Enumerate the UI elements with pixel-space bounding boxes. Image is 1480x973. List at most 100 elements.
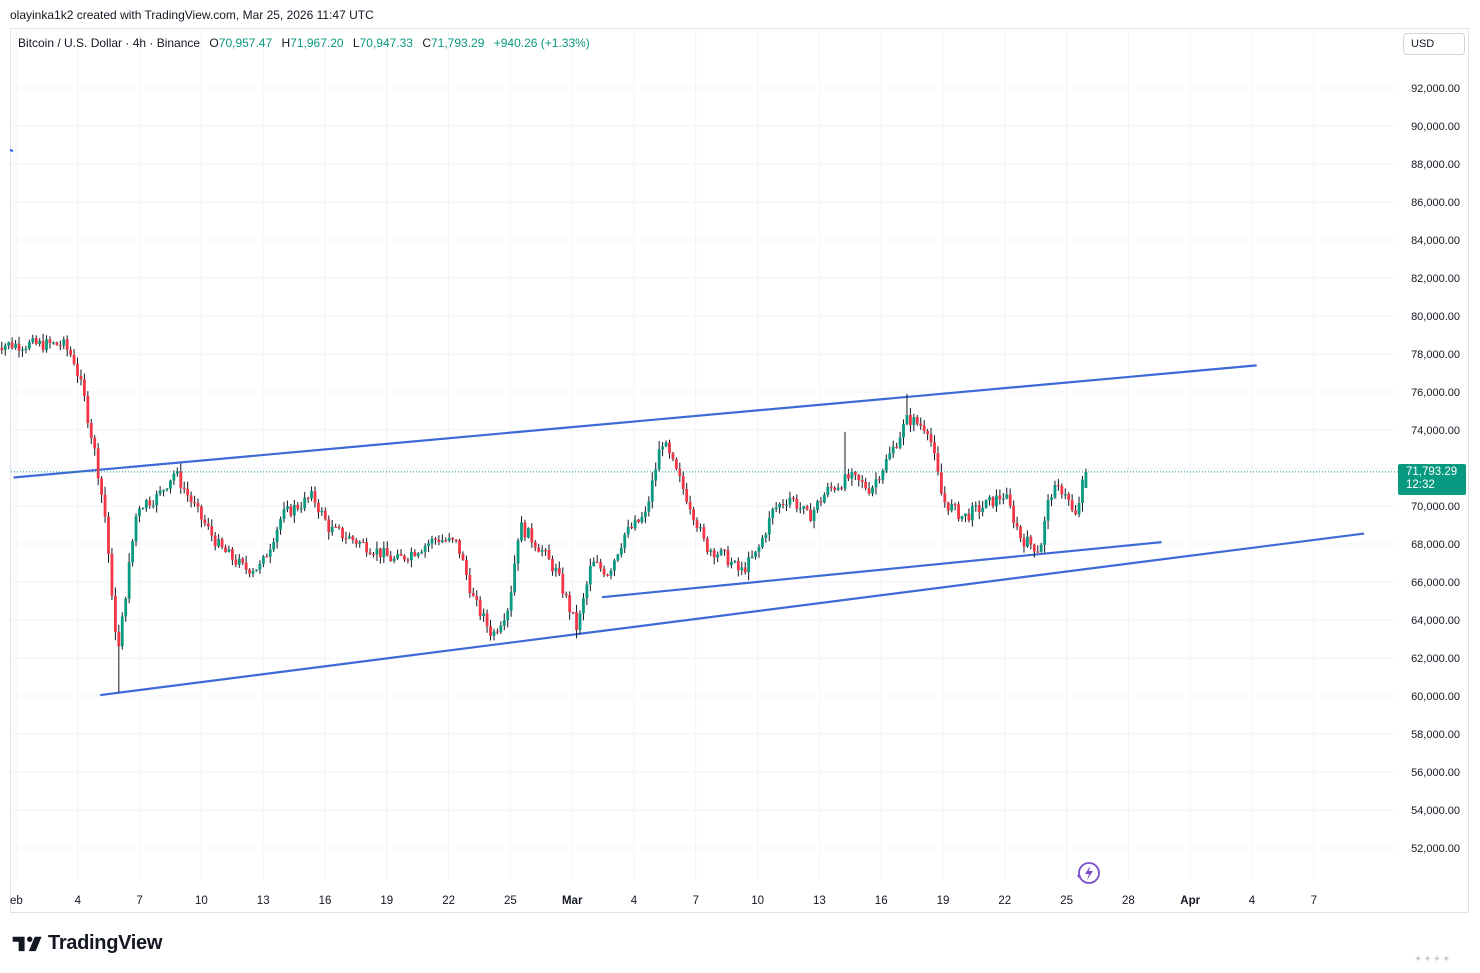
candle-body: [382, 548, 386, 558]
candle-body: [1074, 510, 1077, 515]
candle-body: [613, 560, 616, 571]
chart-pane[interactable]: [10, 28, 1469, 913]
close-label: C: [422, 36, 431, 50]
price-tick-label: 80,000.00: [1411, 311, 1460, 323]
time-axis: eb 4 7 10 13 16 19 22 25 Mar 4 7 10 13 16 19 22 25 28 Apr 4 7: [10, 895, 1317, 907]
candle-body: [403, 555, 406, 560]
candle-body: [915, 417, 919, 424]
candle-body: [754, 551, 757, 557]
currency-button[interactable]: USD: [1403, 33, 1465, 55]
candle-body: [89, 423, 93, 438]
candle-body: [736, 561, 740, 571]
candle-body: [62, 339, 66, 346]
price-tick-label: 84,000.00: [1411, 235, 1460, 247]
candle-body: [454, 539, 458, 541]
candle-body: [279, 519, 282, 530]
candle-body: [34, 338, 38, 344]
time-tick-label: 4: [631, 895, 638, 907]
candle-body: [912, 417, 916, 426]
candle-body: [444, 540, 448, 542]
time-tick-label: 10: [195, 895, 208, 907]
candle-body: [79, 376, 83, 380]
candle-body: [933, 442, 936, 454]
time-tick-label: 25: [504, 895, 517, 907]
candle-body: [902, 424, 905, 438]
candle-body: [860, 480, 864, 482]
candle-body: [320, 510, 324, 513]
candle-body: [24, 348, 28, 350]
candle-body: [582, 598, 585, 614]
price-tick-label: 90,000.00: [1411, 121, 1460, 133]
candle-body: [551, 558, 554, 572]
candle-body: [341, 528, 344, 539]
candle-body: [654, 469, 658, 481]
candle-body: [1060, 485, 1064, 495]
candle-body: [967, 513, 971, 521]
time-tick-label: Apr: [1180, 895, 1200, 907]
candle-body: [595, 561, 599, 563]
candle-body: [671, 453, 675, 460]
price-tick-label: 86,000.00: [1411, 197, 1460, 209]
candle-body: [182, 487, 186, 489]
candle-body: [964, 513, 967, 517]
candle-body: [282, 509, 286, 520]
candle-body: [798, 508, 802, 510]
candle-body: [244, 562, 248, 570]
candle-body: [1008, 494, 1012, 506]
candle-body: [206, 523, 210, 527]
brand-name: TradingView: [48, 932, 163, 954]
candle-body: [96, 448, 100, 479]
candle-body: [575, 612, 578, 631]
candle-body: [884, 459, 888, 471]
candle-body: [0, 347, 4, 351]
candle-body: [213, 535, 217, 547]
price-tick-label: 78,000.00: [1411, 349, 1460, 361]
candle-body: [1046, 499, 1050, 521]
candle-body: [76, 363, 79, 377]
candle-body: [1026, 536, 1029, 547]
candle-body: [124, 598, 128, 617]
close-value: 71,793.29: [431, 36, 485, 50]
candle-body: [220, 539, 224, 548]
candle-body: [138, 508, 141, 517]
candle-body: [237, 558, 241, 565]
candle-body: [991, 497, 995, 507]
candle-body: [317, 502, 320, 513]
candle-body: [1022, 538, 1026, 547]
candle-body: [602, 568, 606, 575]
tradingview-brand[interactable]: TradingView: [12, 932, 162, 955]
candle-body: [258, 563, 262, 570]
candle-body: [323, 510, 327, 520]
candle-body: [409, 551, 413, 561]
candle-body: [695, 520, 699, 529]
open-value: 70,957.47: [218, 36, 273, 50]
candle-body: [764, 534, 768, 539]
candle-body: [186, 488, 190, 496]
candle-body: [38, 340, 42, 344]
candle-body: [313, 491, 317, 503]
candle-body: [365, 542, 369, 553]
candle-body: [155, 493, 159, 506]
candle-body: [55, 342, 59, 346]
time-tick-label: 28: [1122, 895, 1135, 907]
candle-body: [354, 540, 358, 544]
candle-body: [843, 474, 847, 489]
candle-body: [757, 546, 761, 552]
candle-body: [898, 437, 902, 448]
candle-body: [657, 449, 661, 470]
candle-body: [1081, 479, 1084, 503]
candle-body: [609, 570, 613, 576]
replay-icon[interactable]: [1074, 860, 1102, 888]
candle-body: [131, 541, 134, 563]
candle-body: [468, 574, 472, 594]
candle-body: [702, 527, 706, 539]
candle-body: [286, 506, 289, 510]
candle-body: [829, 486, 833, 489]
open-label: O: [209, 36, 219, 50]
candle-body: [265, 556, 269, 558]
time-tick-label: eb: [10, 895, 23, 907]
candle-body: [926, 430, 930, 435]
time-tick-label: 16: [875, 895, 888, 907]
candle-body: [1084, 471, 1088, 488]
